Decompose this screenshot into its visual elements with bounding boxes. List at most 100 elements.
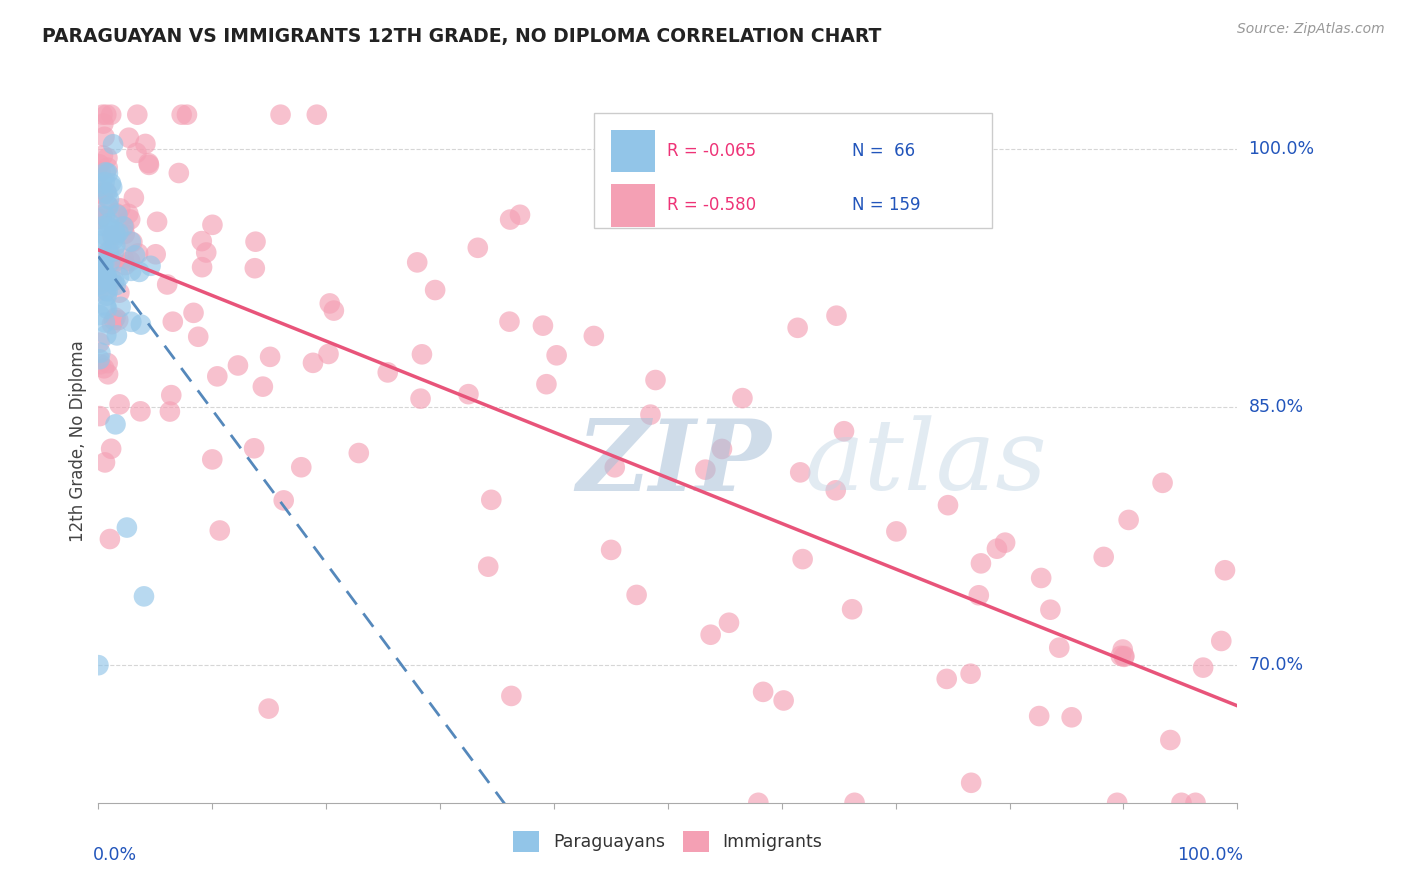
Point xyxy=(994,535,1017,549)
Point xyxy=(97,356,120,370)
Point xyxy=(89,165,111,179)
Text: 85.0%: 85.0% xyxy=(1249,398,1303,417)
Point xyxy=(97,285,120,299)
Point xyxy=(100,108,122,122)
Point xyxy=(138,158,160,172)
Point xyxy=(93,257,115,271)
Point xyxy=(104,225,127,239)
Point xyxy=(1112,642,1135,657)
Point xyxy=(89,256,111,270)
Point xyxy=(96,271,118,285)
Text: PARAGUAYAN VS IMMIGRANTS 12TH GRADE, NO DIPLOMA CORRELATION CHART: PARAGUAYAN VS IMMIGRANTS 12TH GRADE, NO … xyxy=(42,27,882,45)
Point xyxy=(457,387,479,401)
Point xyxy=(120,254,142,268)
Point xyxy=(90,177,112,191)
Point xyxy=(121,235,143,249)
Point xyxy=(695,463,717,477)
Point xyxy=(252,379,274,393)
Point xyxy=(146,215,169,229)
Point xyxy=(96,268,118,283)
Point xyxy=(183,306,205,320)
Point xyxy=(87,658,110,673)
Point xyxy=(1107,796,1129,810)
Point xyxy=(479,492,502,507)
Point xyxy=(967,588,990,602)
Point xyxy=(103,232,125,246)
Point xyxy=(409,392,432,406)
Point xyxy=(467,241,489,255)
Point xyxy=(125,145,148,160)
Point xyxy=(1039,603,1062,617)
Point xyxy=(501,689,523,703)
Point xyxy=(98,254,121,268)
Point xyxy=(1028,709,1050,723)
FancyBboxPatch shape xyxy=(612,129,655,172)
Point xyxy=(138,156,160,170)
Point xyxy=(1114,648,1136,663)
Point xyxy=(112,219,135,234)
Point xyxy=(844,796,866,810)
Point xyxy=(290,460,312,475)
FancyBboxPatch shape xyxy=(593,112,993,228)
Point xyxy=(259,350,281,364)
Point xyxy=(318,347,340,361)
Point xyxy=(98,216,121,230)
Point xyxy=(127,246,149,260)
Point xyxy=(89,335,111,350)
Point xyxy=(747,796,769,810)
Point xyxy=(1060,710,1083,724)
Point xyxy=(717,615,740,630)
Point xyxy=(936,498,959,512)
Point xyxy=(886,524,908,539)
Point xyxy=(792,552,814,566)
Point xyxy=(1112,649,1135,664)
Point xyxy=(93,219,115,233)
Point xyxy=(89,284,111,298)
Point xyxy=(582,329,605,343)
Point xyxy=(731,391,754,405)
Point xyxy=(243,261,266,276)
Point xyxy=(89,357,111,371)
Point xyxy=(1047,640,1070,655)
Point xyxy=(322,303,344,318)
Point xyxy=(98,532,121,546)
Point xyxy=(129,404,152,418)
Point xyxy=(100,177,122,191)
Point xyxy=(112,219,135,234)
Point xyxy=(96,186,118,201)
Point xyxy=(208,524,231,538)
Point xyxy=(110,300,132,314)
Point xyxy=(90,234,112,248)
Point xyxy=(108,285,131,300)
Point xyxy=(305,108,328,122)
Point xyxy=(1192,660,1215,674)
Point xyxy=(1213,563,1236,577)
Point xyxy=(104,206,127,220)
Point xyxy=(195,245,218,260)
Point xyxy=(960,776,983,790)
Point xyxy=(377,366,399,380)
Point xyxy=(127,108,149,122)
Point xyxy=(132,590,155,604)
Point xyxy=(1109,648,1132,663)
Point xyxy=(187,330,209,344)
Point xyxy=(89,345,111,359)
Point xyxy=(159,404,181,418)
Point xyxy=(1211,634,1233,648)
Point xyxy=(89,352,111,367)
Point xyxy=(105,208,128,222)
Point xyxy=(832,424,855,438)
Point xyxy=(302,356,325,370)
Point xyxy=(270,108,292,122)
Point xyxy=(94,283,117,297)
Point xyxy=(243,442,266,456)
Point xyxy=(120,212,142,227)
Point xyxy=(145,247,167,261)
Point xyxy=(411,347,433,361)
Point xyxy=(986,541,1008,556)
Text: atlas: atlas xyxy=(804,416,1047,511)
Point xyxy=(134,136,156,151)
Point xyxy=(752,685,775,699)
Point xyxy=(1170,796,1192,810)
Text: R = -0.065: R = -0.065 xyxy=(666,142,756,160)
